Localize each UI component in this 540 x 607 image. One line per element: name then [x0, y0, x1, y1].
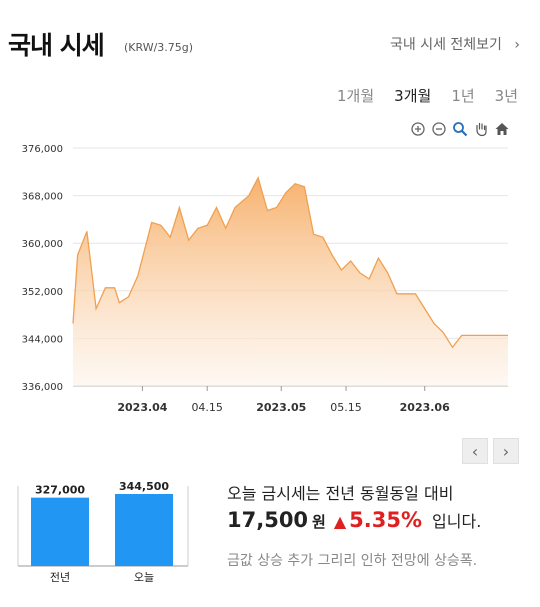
- data-point: [118, 301, 121, 304]
- data-point: [377, 257, 380, 260]
- view-all-link[interactable]: 국내 시세 전체보기 ›: [390, 34, 520, 54]
- data-point: [247, 194, 250, 197]
- chart-prev-button[interactable]: ‹: [462, 438, 488, 464]
- data-point: [224, 227, 227, 230]
- data-point: [340, 268, 343, 271]
- y-tick-label: 352,000: [22, 287, 63, 298]
- pan-hand-icon[interactable]: [473, 121, 489, 137]
- data-point: [451, 346, 454, 349]
- data-point: [127, 295, 130, 298]
- comparison-chart: 327,000 전년 344,500 오늘: [17, 480, 189, 584]
- unit-label: (KRW/3.75g): [124, 41, 194, 54]
- zoom-in-icon[interactable]: [410, 121, 426, 137]
- data-point: [349, 260, 352, 263]
- data-point: [113, 286, 116, 289]
- chevron-left-icon: ‹: [471, 441, 479, 461]
- data-point: [275, 206, 278, 209]
- data-point: [233, 206, 236, 209]
- data-point: [257, 176, 260, 179]
- change-percent: ▲ 5.35%: [334, 508, 422, 532]
- y-tick-label: 368,000: [22, 192, 63, 203]
- data-point: [178, 206, 181, 209]
- data-point: [331, 254, 334, 257]
- data-point: [294, 182, 297, 185]
- data-point: [469, 334, 472, 337]
- price-area: [73, 177, 508, 386]
- currency-unit: 원: [312, 513, 326, 531]
- home-icon[interactable]: [494, 121, 510, 137]
- tab-3-months[interactable]: 3개월: [394, 87, 432, 105]
- data-point: [432, 322, 435, 325]
- tab-1-month[interactable]: 1개월: [337, 87, 375, 105]
- percent-value: 5.35%: [349, 508, 423, 532]
- price-line: [72, 176, 508, 349]
- data-point: [303, 185, 306, 188]
- comparison-bar: [31, 497, 89, 566]
- summary-intro: 오늘 금시세는 전년 동월동일 대비: [227, 484, 454, 503]
- summary-suffix: 입니다.: [432, 512, 482, 531]
- summary-note: 금값 상승 추가 그리리 인하 전망에 상승폭.: [227, 553, 478, 569]
- data-point: [187, 239, 190, 242]
- data-point: [386, 271, 389, 274]
- y-tick-label: 336,000: [22, 382, 63, 393]
- chevron-right-icon: ›: [502, 441, 510, 461]
- comparison-bar: [115, 494, 173, 566]
- change-amount: 17,500: [227, 508, 309, 532]
- up-arrow-icon: ▲: [333, 512, 347, 531]
- summary-change: 17,500 원 ▲ 5.35% 입니다.: [227, 508, 481, 532]
- y-tick-label: 344,000: [22, 334, 63, 345]
- y-tick-label: 360,000: [22, 239, 63, 250]
- data-point: [442, 331, 445, 334]
- data-point: [368, 277, 371, 280]
- data-point: [312, 233, 315, 236]
- x-tick-label: 05.15: [330, 401, 362, 414]
- data-point: [206, 224, 209, 227]
- price-chart: 376,000 368,000 360,000 352,000 344,000 336,0…: [22, 144, 510, 414]
- data-point: [423, 307, 426, 310]
- comparison-value-label: 327,000: [35, 484, 85, 497]
- x-tick-label: 2023.04: [117, 401, 167, 414]
- tab-1-year[interactable]: 1년: [451, 87, 475, 105]
- period-tabs: 1개월 3개월 1년 3년: [337, 85, 518, 106]
- x-tick-label: 2023.06: [400, 401, 450, 414]
- data-point: [497, 334, 500, 337]
- data-point: [414, 292, 417, 295]
- chart-toolbar: [410, 121, 510, 137]
- chevron-right-icon: ›: [514, 37, 520, 53]
- data-point: [150, 221, 153, 224]
- data-point: [321, 236, 324, 239]
- data-point: [358, 271, 361, 274]
- magnifier-icon[interactable]: [452, 121, 468, 137]
- chart-next-button[interactable]: ›: [493, 438, 519, 464]
- x-tick-label: 04.15: [191, 401, 223, 414]
- data-point: [136, 274, 139, 277]
- data-point: [405, 292, 408, 295]
- comparison-category-label: 전년: [50, 571, 70, 584]
- data-point: [95, 307, 98, 310]
- data-point: [284, 191, 287, 194]
- comparison-value-label: 344,500: [119, 480, 169, 493]
- data-point: [507, 334, 510, 337]
- data-point: [488, 334, 491, 337]
- data-point: [266, 209, 269, 212]
- comparison-category-label: 오늘: [134, 571, 154, 584]
- data-point: [85, 230, 88, 233]
- data-point: [460, 334, 463, 337]
- x-tick-label: 2023.05: [256, 401, 306, 414]
- data-point: [72, 322, 75, 325]
- data-point: [169, 236, 172, 239]
- data-point: [479, 334, 482, 337]
- data-point: [104, 286, 107, 289]
- view-all-label: 국내 시세 전체보기: [389, 37, 502, 53]
- tab-3-years[interactable]: 3년: [494, 87, 518, 105]
- data-point: [76, 254, 79, 257]
- data-point: [159, 224, 162, 227]
- data-point: [196, 227, 199, 230]
- data-point: [395, 292, 398, 295]
- data-point: [215, 206, 218, 209]
- y-tick-label: 376,000: [22, 144, 63, 155]
- zoom-out-icon[interactable]: [431, 121, 447, 137]
- page-title: 국내 시세: [8, 31, 105, 60]
